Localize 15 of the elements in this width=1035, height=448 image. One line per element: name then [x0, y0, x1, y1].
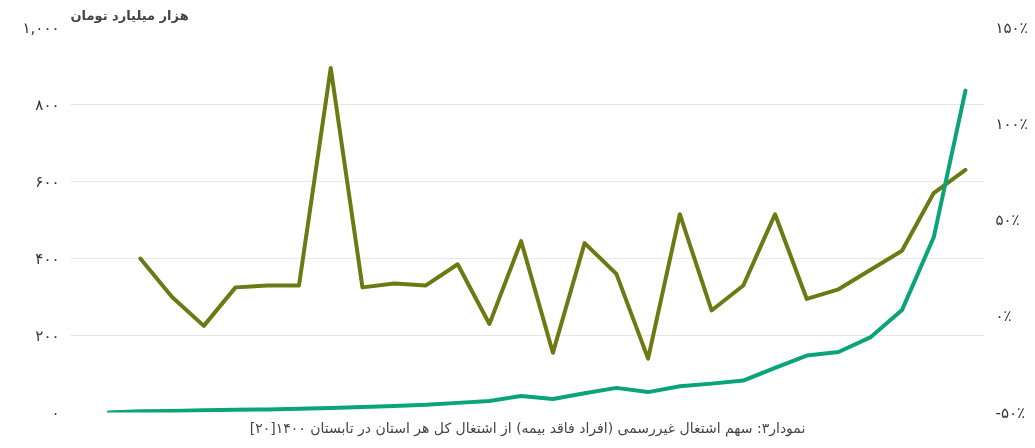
y-tick-label: ۸۰۰: [35, 95, 60, 114]
text: نمودار۳: سهم اشتغال غیررسمی (افراد فاقد بیمه) از اشتغال کل هر استان در تابستان ۱۴۰۰[۲۰]: [249, 419, 806, 437]
y2-tick-label: ۰٪: [995, 307, 1012, 326]
y-tick-label: ۶۰۰: [35, 172, 60, 191]
y2-tick-label: ۱۵۰٪: [995, 18, 1028, 37]
line-series: [138, 65, 968, 361]
y-tick-label: ۰: [51, 403, 60, 422]
line-series: [106, 88, 968, 413]
y2-tick-label: ۵۰٪: [995, 211, 1020, 229]
y2-tick-label: -۵۰٪: [995, 403, 1026, 422]
y-tick-label: ۲۰۰: [35, 326, 60, 345]
y2-tick-label: ۱۰۰٪: [995, 114, 1028, 133]
y-tick-label: ۴۰۰: [35, 249, 60, 268]
y-tick-label: ۱,۰۰۰: [22, 18, 60, 37]
y-axis-title: هزار میلیارد تومان: [70, 7, 189, 23]
